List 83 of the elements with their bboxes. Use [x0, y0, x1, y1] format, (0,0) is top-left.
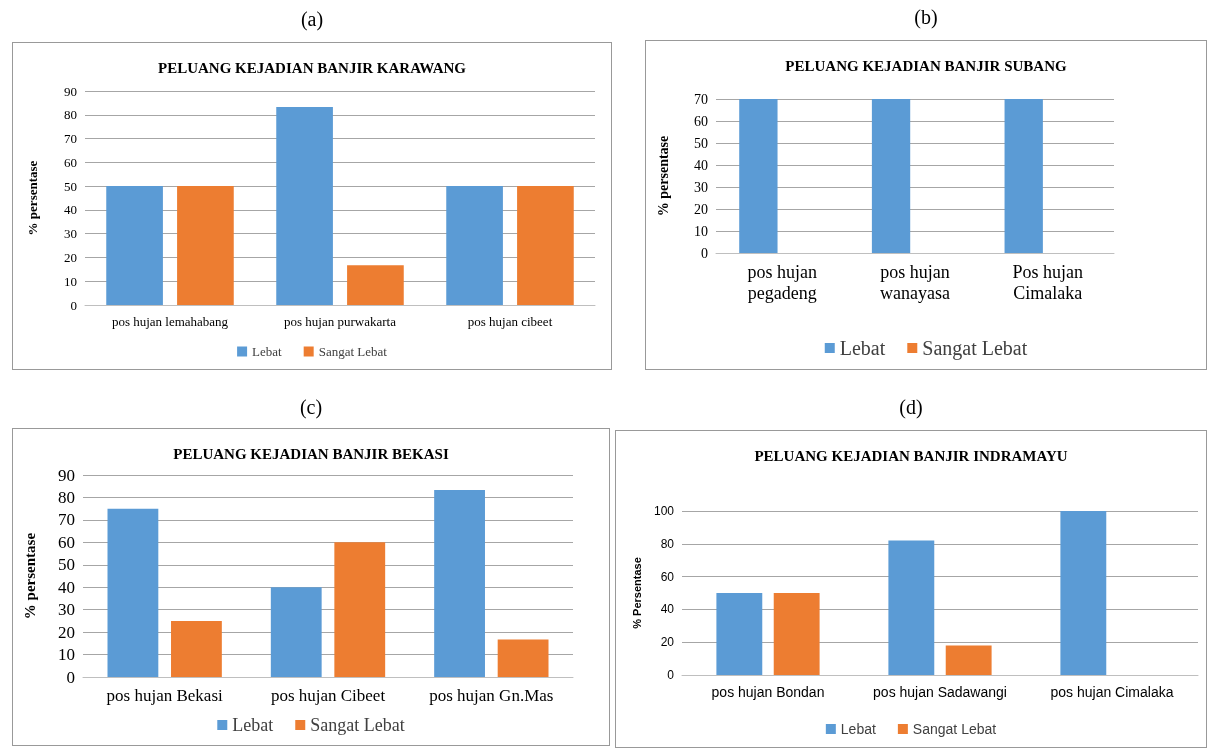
bar — [106, 186, 163, 305]
y-tick-label: 70 — [694, 91, 708, 107]
legend-label: Sangat Lebat — [318, 344, 388, 359]
y-tick-label: 40 — [64, 202, 77, 218]
y-tick-label: 80 — [64, 107, 77, 123]
y-tick-label: 10 — [58, 645, 75, 665]
y-tick-label: 50 — [694, 135, 708, 151]
bar — [177, 186, 234, 305]
y-tick-label: 90 — [58, 465, 75, 485]
y-tick-label: 0 — [70, 297, 77, 313]
y-tick-label: 10 — [64, 273, 77, 289]
x-tick-label: pos hujan pegadeng — [747, 261, 818, 303]
y-tick-label: 50 — [64, 178, 77, 194]
bar — [945, 645, 992, 675]
x-tick-label: pos hujan wanayasa — [880, 261, 950, 303]
y-tick-label: 30 — [694, 179, 708, 195]
x-tick-label: pos hujan Bekasi — [106, 685, 224, 705]
y-tick-label: 80 — [58, 487, 75, 507]
bar — [497, 639, 549, 677]
text: (a) — [299, 8, 325, 31]
legend-label: Lebat — [232, 715, 274, 735]
y-tick-label: 70 — [64, 131, 77, 147]
text: (d) — [898, 396, 924, 419]
bar — [773, 593, 820, 675]
y-axis-title: % persentase — [21, 532, 38, 620]
y-tick-label: 100 — [653, 504, 675, 518]
y-tick-label: 90 — [64, 83, 77, 99]
bar — [888, 540, 935, 675]
legend-label: Sangat Lebat — [310, 715, 405, 735]
bar — [171, 620, 222, 677]
bar — [517, 186, 574, 305]
bar — [434, 490, 485, 677]
chart-title: PELUANG KEJADIAN BANJIR INDRAMAYU — [754, 447, 1068, 464]
y-tick-label: 20 — [64, 249, 77, 265]
y-tick-label: 20 — [58, 622, 75, 642]
x-tick-label: pos hujan Sadawangi — [873, 683, 1007, 700]
y-axis-title: % Persentase — [630, 557, 643, 629]
legend-label: Lebat — [252, 344, 283, 359]
y-tick-label: 0 — [66, 667, 75, 687]
chart-title: PELUANG KEJADIAN BANJIR SUBANG — [785, 57, 1067, 74]
y-tick-label: 60 — [660, 569, 675, 584]
y-axis-title: % persentase — [655, 135, 671, 217]
legend-label: Sangat Lebat — [912, 721, 997, 737]
y-tick-label: 60 — [64, 154, 77, 170]
bar — [107, 508, 159, 677]
x-tick-label: pos hujan cibeet — [467, 313, 553, 329]
legend-label: Lebat — [839, 337, 886, 359]
y-tick-label: 20 — [660, 635, 675, 650]
y-tick-label: 20 — [694, 201, 708, 217]
x-tick-label: pos hujan Gn.Mas — [429, 685, 554, 705]
y-tick-label: 0 — [701, 245, 708, 261]
y-tick-label: 70 — [58, 510, 75, 530]
x-tick-label: pos hujan Bondan — [711, 683, 825, 700]
x-tick-label: pos hujan purwakarta — [284, 313, 397, 329]
x-tick-label: pos hujan Cimalaka — [1050, 683, 1174, 700]
legend-label: Lebat — [840, 721, 876, 737]
y-tick-label: 30 — [58, 600, 75, 620]
text: (b) — [913, 6, 939, 29]
y-tick-label: 60 — [58, 532, 75, 552]
bar — [270, 587, 322, 677]
y-axis-title: % persentase — [25, 160, 40, 236]
y-tick-label: 80 — [660, 536, 675, 551]
y-tick-label: 40 — [694, 157, 708, 173]
x-tick-label: pos hujan lemahabang — [111, 313, 229, 329]
y-tick-label: 60 — [694, 113, 708, 129]
y-tick-label: 40 — [660, 602, 675, 617]
bar — [716, 593, 763, 675]
y-tick-label: 0 — [667, 668, 675, 682]
text: (c) — [298, 396, 324, 419]
x-tick-label: pos hujan Cibeet — [270, 685, 386, 705]
bar — [446, 186, 503, 305]
y-tick-label: 50 — [58, 555, 75, 575]
bar — [276, 106, 333, 305]
y-tick-label: 10 — [694, 223, 708, 239]
y-tick-label: 40 — [58, 577, 75, 597]
chart-title: PELUANG KEJADIAN BANJIR BEKASI — [173, 445, 449, 462]
bar — [1060, 511, 1107, 675]
x-tick-label: Pos hujan Cimalaka — [1012, 261, 1083, 303]
bar — [334, 542, 386, 677]
bar — [347, 265, 404, 305]
chart-title: PELUANG KEJADIAN BANJIR KARAWANG — [158, 59, 467, 76]
y-tick-label: 30 — [64, 226, 77, 242]
legend-label: Sangat Lebat — [922, 337, 1028, 360]
